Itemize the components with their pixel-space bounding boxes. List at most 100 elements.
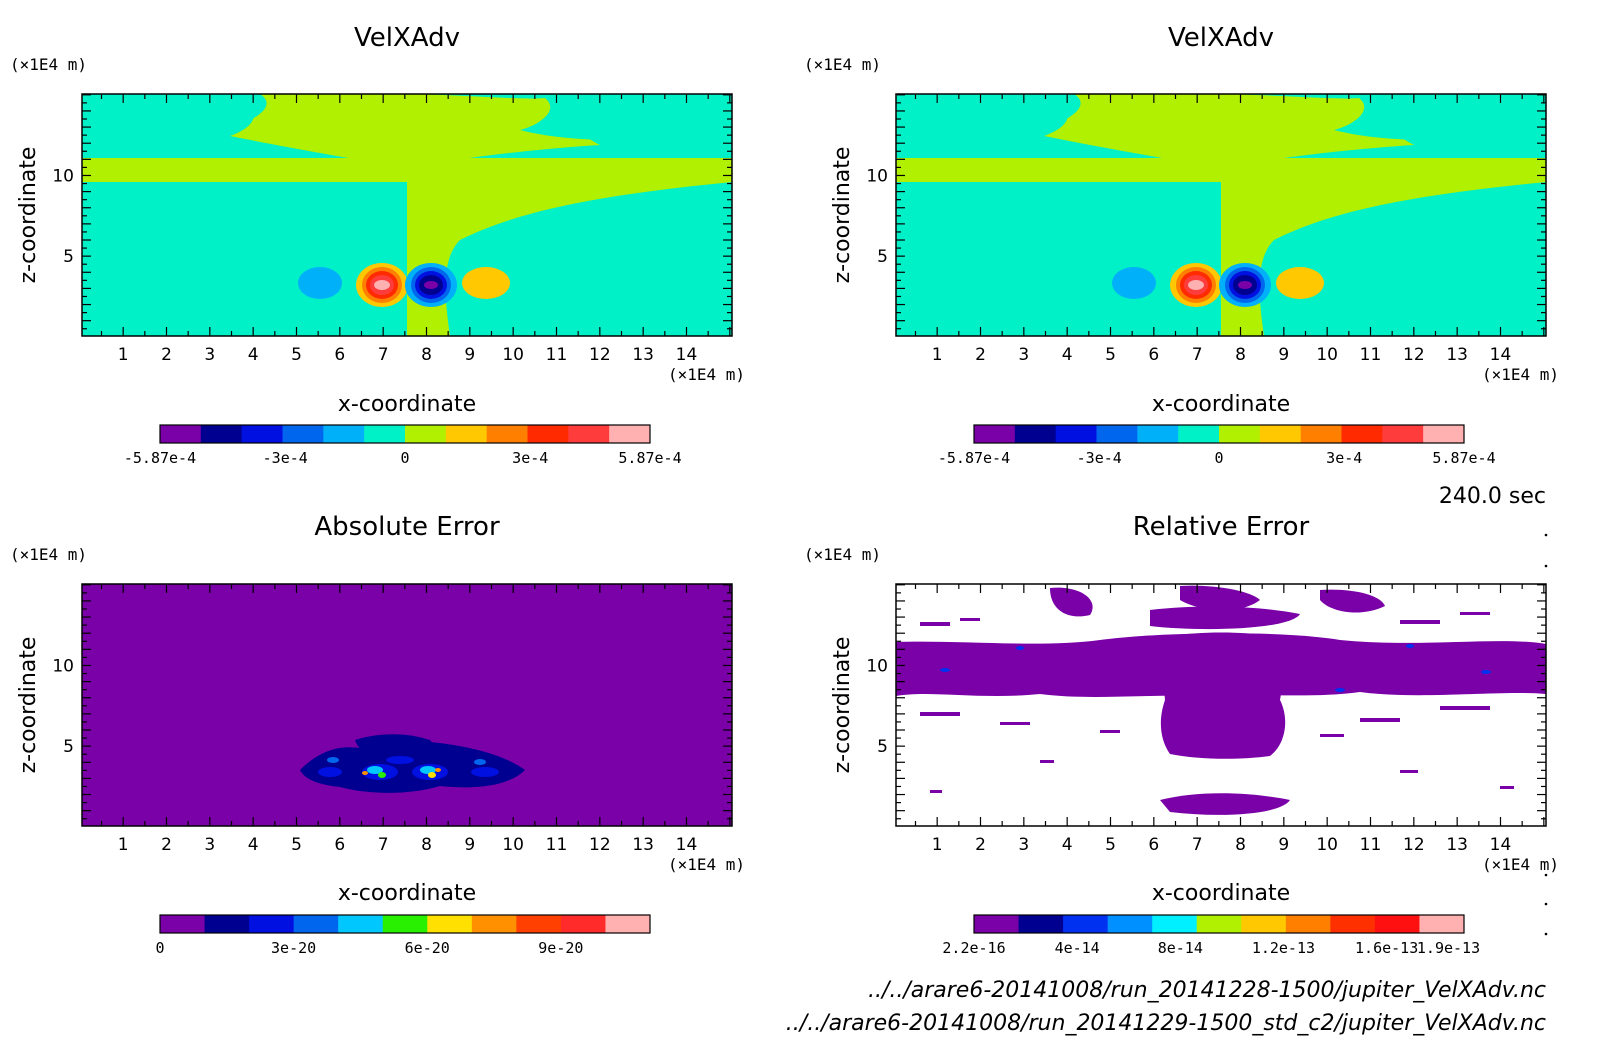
y-tick-label: 10 [52,656,74,676]
x-unit-label: (×1E4 m) [668,855,745,874]
x-tick-label: 4 [248,835,259,855]
x-tick-label: 8 [421,345,432,365]
y-tick-label: 10 [866,656,888,676]
x-tick-label: 12 [1403,835,1425,855]
colorbar: -5.87e-4 -3e-4 0 3e-4 5.87e-4 [124,424,682,467]
colorbar: -5.87e-4 -3e-4 0 3e-4 5.87e-4 [938,424,1496,467]
x-ticks: 1 2 3 4 5 6 7 8 9 10 11 12 13 14 [100,94,731,365]
colorbar-swatch [605,915,651,933]
colorbar-swatch [1259,425,1302,443]
colorbar-label: 4e-14 [1055,939,1100,957]
x-tick-label: 8 [1235,345,1246,365]
colorbar-label: 1.6e-13 [1355,939,1418,957]
panel-top-left: VelXAdv (×1E4 m) [10,23,745,467]
colorbar-swatch [445,425,488,443]
x-ticks: 1 2 3 4 5 6 7 8 9 10 11 12 13 14 [914,94,1545,365]
colorbar-swatch [1419,915,1465,933]
colorbar-swatch [1018,915,1064,933]
colorbar-swatch [282,425,324,443]
x-axis-label: x-coordinate [1152,392,1290,417]
x-tick-label: 7 [378,835,389,855]
colorbar-swatch [1055,425,1097,443]
y-axis-label: z-coordinate [16,637,41,774]
x-tick-label: 12 [589,835,611,855]
x-axis-label: x-coordinate [338,881,476,906]
colorbar-frame [159,424,651,444]
y-axis-label: z-coordinate [830,637,855,774]
colorbar-swatch [1014,425,1057,443]
colorbar-swatch [160,425,202,443]
colorbar-swatch [323,425,365,443]
x-tick-label: 5 [1105,345,1116,365]
margin-dots [1544,533,1548,936]
x-tick-label: 10 [502,345,524,365]
x-tick-label: 2 [975,835,986,855]
colorbar-swatch [974,425,1016,443]
colorbar-swatch [1382,425,1424,443]
colorbar-label: 0 [400,449,409,467]
colorbar-label: 5.87e-4 [1432,449,1495,467]
file-path-1: ../../arare6-20141008/run_20141228-1500/… [868,978,1546,1003]
colorbar-label: 0 [1214,449,1223,467]
colorbar-swatch [568,425,610,443]
colorbar-label: 6e-20 [405,939,450,957]
colorbar-swatch [609,425,651,443]
x-tick-label: 7 [1192,835,1203,855]
x-tick-label: 14 [676,345,698,365]
x-tick-label: 13 [1446,345,1468,365]
plot-frame [895,583,1547,827]
colorbar-swatch [160,915,206,933]
y-tick-label: 5 [877,247,888,267]
colorbar-frame [159,914,651,934]
x-tick-label: 5 [291,345,302,365]
colorbar-label: 3e-4 [1326,449,1362,467]
plot-frame [895,93,1547,337]
x-tick-label: 1 [118,835,129,855]
plot-frame [81,583,733,827]
colorbar-swatch [249,915,295,933]
x-unit-label: (×1E4 m) [668,365,745,384]
x-tick-label: 11 [546,345,568,365]
y-ticks: 5 10 [866,94,1546,330]
file-path-2: ../../arare6-20141008/run_20141229-1500_… [786,1011,1546,1036]
x-ticks: 1 2 3 4 5 6 7 8 9 10 11 12 13 14 [100,584,731,855]
colorbar-swatch [1423,425,1465,443]
x-tick-label: 6 [334,345,345,365]
x-tick-label: 14 [1490,835,1512,855]
colorbar-swatch [204,915,250,933]
x-tick-label: 2 [161,835,172,855]
colorbar-label: 9e-20 [538,939,583,957]
colorbar-frame [973,914,1465,934]
colorbar-swatch [1285,915,1331,933]
y-tick-label: 10 [52,166,74,186]
colorbar-swatch [560,915,606,933]
heatmap-field [896,94,1546,336]
x-tick-label: 12 [1403,345,1425,365]
colorbar-swatch [1063,915,1109,933]
x-tick-label: 6 [334,835,345,855]
x-tick-label: 8 [1235,835,1246,855]
x-tick-label: 13 [632,835,654,855]
colorbar-swatch [1341,425,1383,443]
x-tick-label: 4 [248,345,259,365]
x-tick-label: 14 [1490,345,1512,365]
y-tick-label: 5 [63,737,74,757]
x-tick-label: 10 [1316,835,1338,855]
colorbar-swatch [1107,915,1153,933]
panel-bottom-left: Absolute Error (×1E4 m) 1 2 3 4 5 6 7 8 9 10 11 12 1… [10,512,745,957]
x-tick-label: 10 [1316,345,1338,365]
colorbar-swatch [1137,425,1179,443]
colorbar-label: 2.2e-16 [942,939,1005,957]
colorbar-swatch [471,915,517,933]
colorbar-swatch [405,425,447,443]
colorbar-swatch [1374,915,1420,933]
x-tick-label: 11 [546,835,568,855]
colorbar-label: 8e-14 [1158,939,1203,957]
y-ticks: 5 10 [866,584,1546,820]
x-tick-label: 8 [421,835,432,855]
y-ticks: 5 10 [52,584,732,820]
x-tick-label: 5 [1105,835,1116,855]
colorbar-swatch [1152,915,1198,933]
plot-title: Absolute Error [314,512,500,542]
